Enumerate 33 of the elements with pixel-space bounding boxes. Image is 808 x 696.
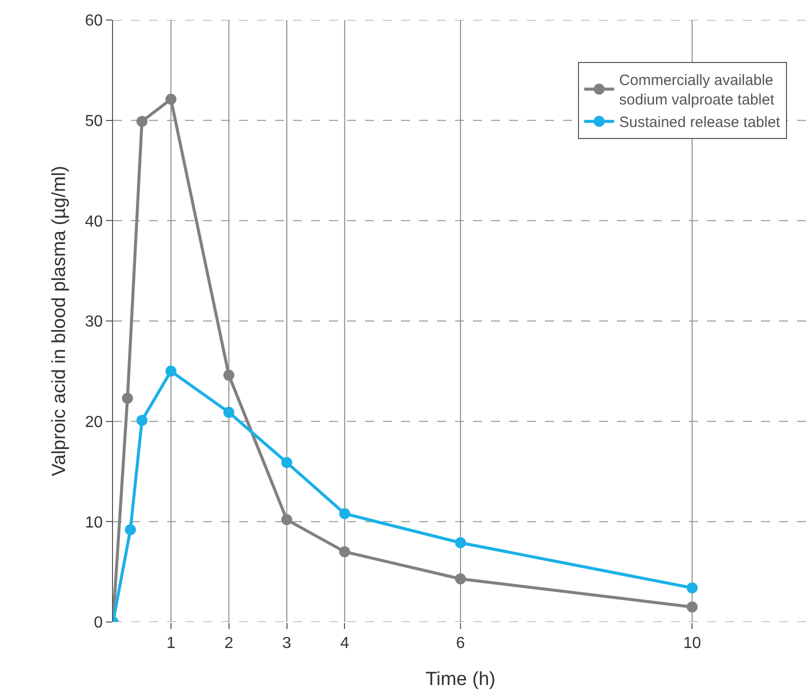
point [124,524,136,536]
x-tick-label: 1 [166,635,176,652]
point [281,514,292,526]
point [136,414,148,426]
x-axis-title: Time (h) [425,669,496,690]
point [686,582,698,594]
y-tick-label: 60 [85,12,103,30]
point [165,94,176,105]
point [339,508,350,520]
point [455,573,466,584]
y-axis-title: Valproic acid in blood plasma (µg/ml) [49,166,70,476]
point [165,366,176,377]
point [223,406,234,418]
point [122,392,133,404]
legend-label: Commercially available sodium valproate tablet [619,72,776,109]
point [339,546,350,558]
point [136,116,148,127]
x-tick-label: 10 [683,635,702,652]
point [455,537,466,548]
y-tick-label: 10 [85,514,103,532]
point [686,601,698,612]
x-tick-label: 2 [224,635,234,652]
x-tick-label: 3 [282,635,292,652]
point [281,456,292,468]
y-tick-label: 0 [94,614,103,632]
x-tick-label: 6 [456,635,466,652]
y-tick-label: 40 [85,213,103,230]
y-tick-label: 20 [85,414,103,431]
x-tick-label: 4 [340,635,350,652]
y-tick-label: 30 [85,314,103,331]
y-tick-label: 50 [85,112,103,130]
legend-label: Sustained release tablet [619,114,781,132]
point [223,370,234,381]
